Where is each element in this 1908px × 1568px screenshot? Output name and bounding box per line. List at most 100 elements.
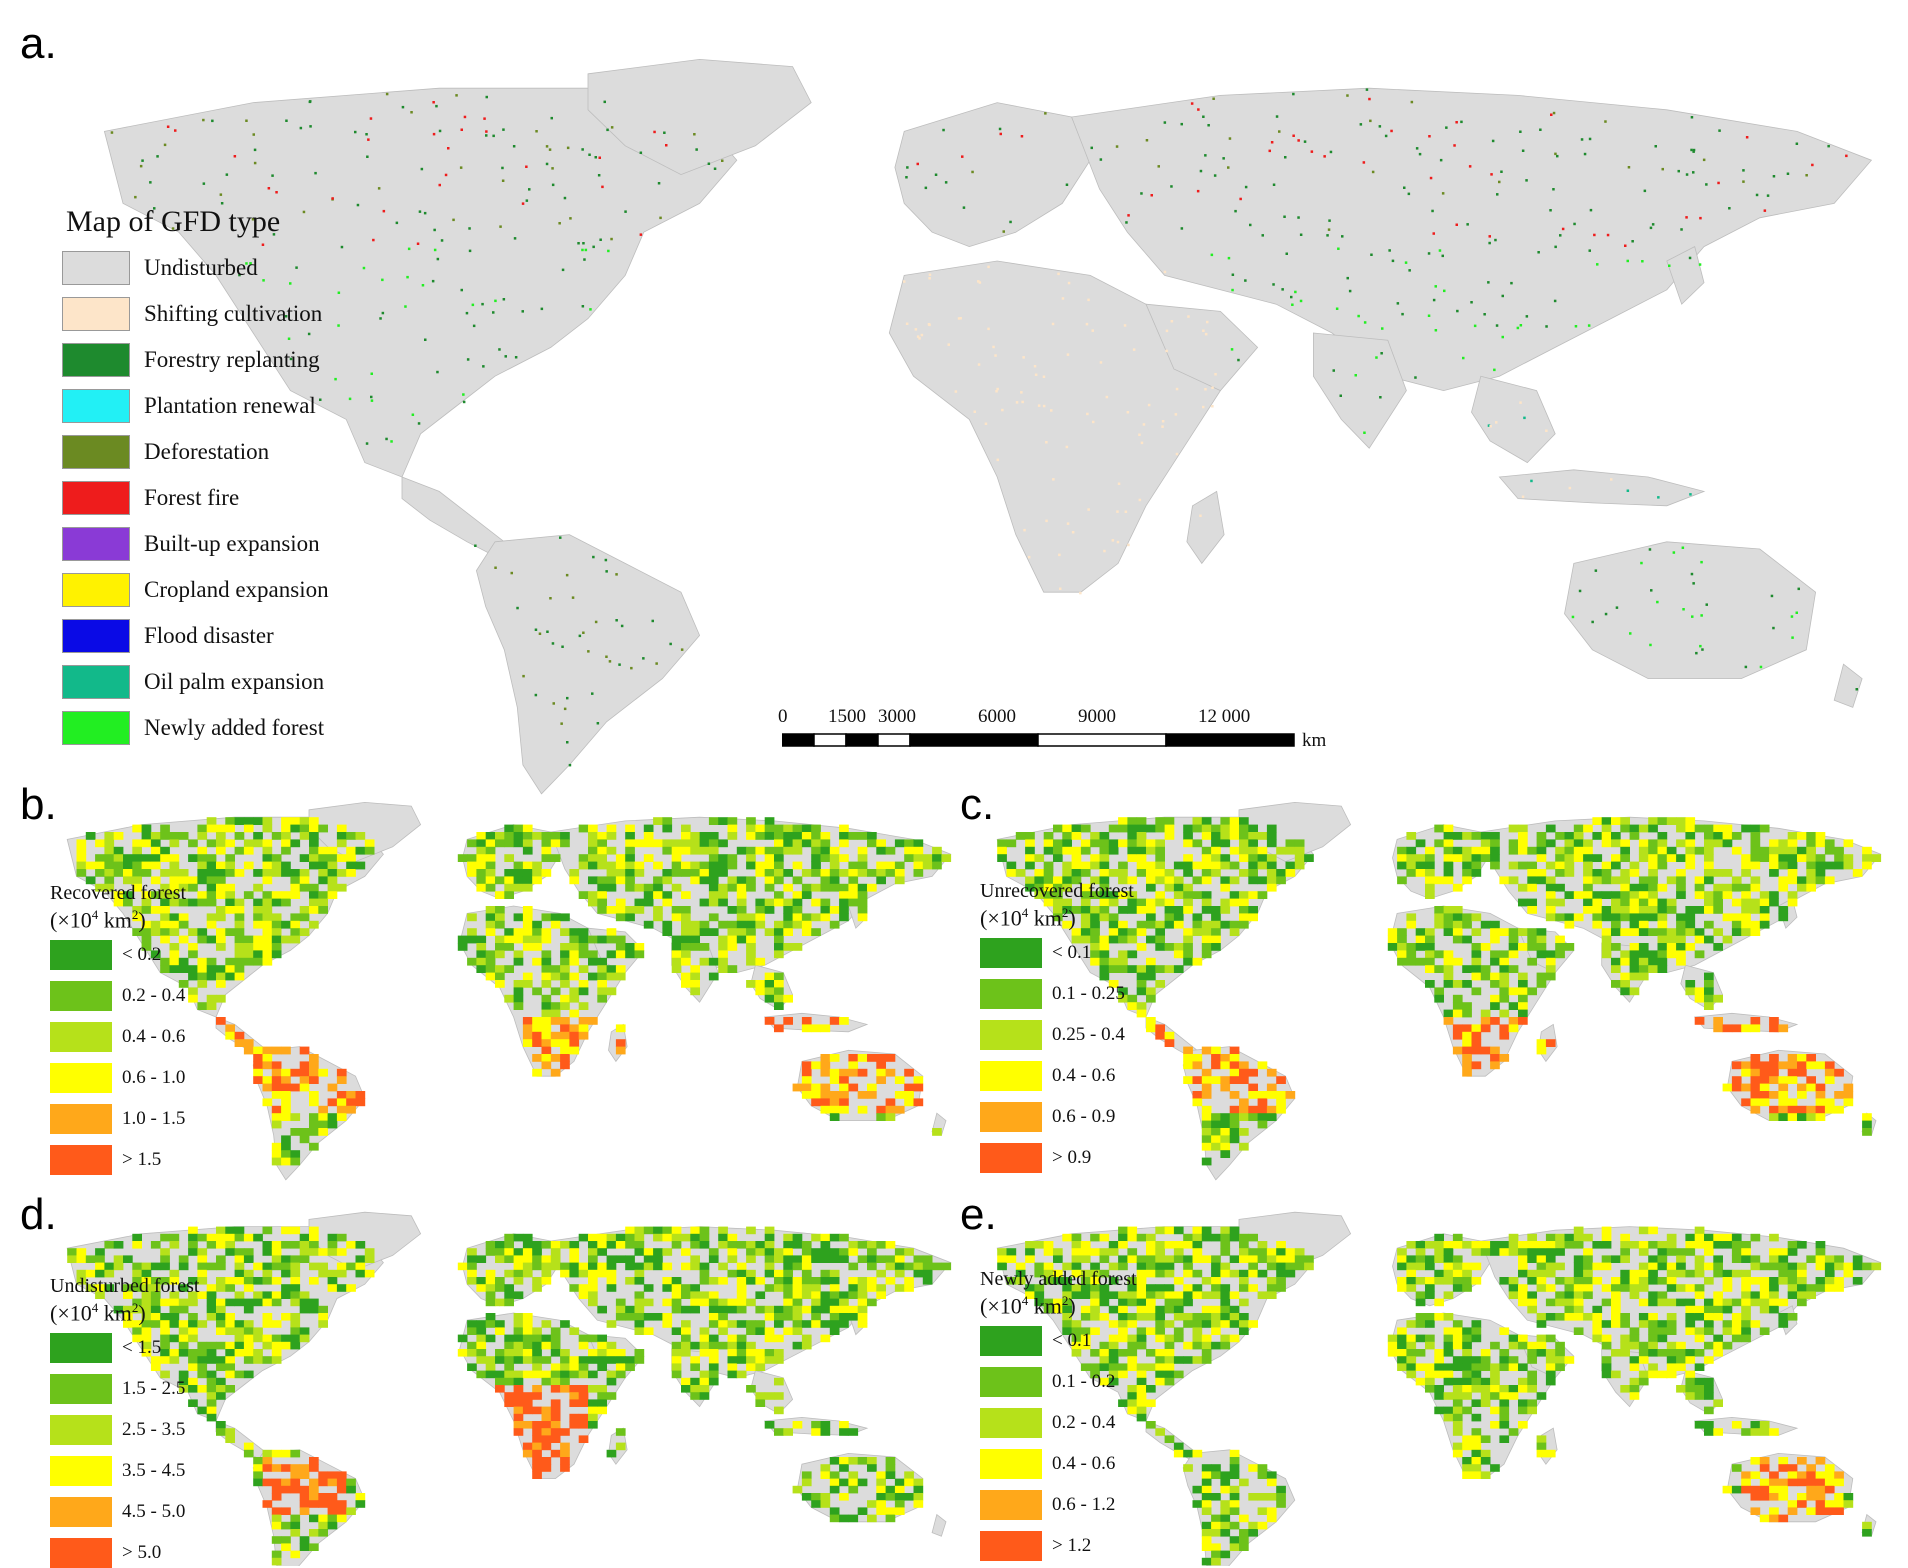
disturbance-pixel: [1766, 194, 1770, 197]
disturbance-pixel: [1150, 194, 1153, 197]
grid-cell: [309, 1298, 319, 1307]
grid-cell: [1769, 1478, 1779, 1487]
grid-cell: [1118, 906, 1128, 914]
grid-cell: [271, 869, 282, 877]
grid-cell: [336, 1269, 347, 1278]
grid-cell: [206, 957, 217, 966]
grid-cell: [336, 1098, 347, 1107]
grid-cell: [1583, 1255, 1593, 1263]
grid-cell: [885, 1255, 896, 1263]
disturbance-pixel: [605, 570, 608, 573]
grid-cell: [736, 1291, 747, 1299]
disturbance-pixel: [566, 146, 570, 150]
grid-cell: [1750, 1017, 1761, 1025]
grid-cell: [1573, 1277, 1584, 1285]
disturbance-pixel: [459, 166, 463, 169]
grid-cell: [1164, 1255, 1175, 1263]
grid-cell: [1034, 1262, 1045, 1271]
grid-cell: [1527, 906, 1537, 914]
grid-cell: [774, 876, 784, 885]
grid-cell: [1173, 1226, 1184, 1235]
grid-cell: [1211, 1557, 1221, 1566]
grid-cell: [160, 1370, 170, 1379]
grid-cell: [1053, 1269, 1063, 1278]
grid-cell: [681, 906, 691, 914]
grid-cell: [606, 1449, 617, 1458]
grid-cell: [615, 1241, 626, 1249]
grid-cell: [671, 854, 682, 862]
grid-cell: [504, 832, 514, 840]
grid-cell: [495, 1255, 505, 1263]
grid-cell: [1657, 1349, 1668, 1357]
grid-cell: [1201, 1226, 1212, 1235]
disturbance-pixel: [1290, 295, 1293, 299]
grid-cell: [1266, 1248, 1277, 1256]
grid-cell: [1211, 1277, 1221, 1285]
grid-cell: [1090, 1262, 1100, 1271]
grid-cell: [829, 1091, 840, 1099]
grid-cell: [1685, 1241, 1696, 1249]
grid-cell: [653, 891, 663, 899]
grid-cell: [932, 1128, 942, 1136]
grid-cell: [188, 898, 198, 907]
grid-cell: [1080, 883, 1091, 892]
disturbance-pixel: [713, 167, 717, 170]
grid-cell: [1211, 1320, 1221, 1328]
disturbance-pixel: [1648, 548, 1652, 551]
grid-cell: [1127, 1349, 1138, 1357]
grid-cell: [150, 876, 161, 885]
grid-cell: [1666, 1284, 1677, 1292]
disturbance-pixel: [1187, 315, 1190, 318]
grid-cell: [1229, 1135, 1240, 1144]
grid-cell: [1164, 1298, 1175, 1307]
grid-cell: [1704, 1421, 1714, 1429]
grid-cell: [113, 1305, 124, 1314]
grid-cell: [1173, 1313, 1184, 1321]
grid-cell: [708, 928, 719, 936]
grid-cell: [550, 1349, 561, 1357]
grid-cell: [532, 1464, 542, 1472]
disturbance-pixel: [444, 173, 448, 177]
grid-cell: [1192, 1356, 1203, 1364]
grid-cell: [160, 928, 170, 936]
grid-cell: [1490, 950, 1500, 959]
grid-cell: [243, 861, 254, 870]
grid-cell: [1508, 1284, 1519, 1292]
grid-cell: [1183, 824, 1193, 833]
disturbance-pixel: [1695, 651, 1698, 655]
grid-cell: [1797, 876, 1807, 885]
grid-cell: [253, 1068, 263, 1077]
grid-cell: [1248, 1248, 1258, 1256]
grid-cell: [216, 1226, 226, 1235]
grid-cell: [262, 1248, 273, 1256]
grid-cell: [76, 1255, 87, 1263]
grid-cell: [1787, 839, 1798, 848]
grid-cell: [1462, 876, 1472, 885]
grid-cell: [1211, 1514, 1221, 1523]
disturbance-pixel: [460, 288, 463, 292]
disturbance-pixel: [1297, 216, 1300, 219]
grid-cell: [1462, 920, 1472, 929]
grid-cell: [1490, 980, 1500, 988]
grid-cell: [243, 1269, 254, 1278]
grid-cell: [1527, 1269, 1537, 1278]
grid-cell: [1666, 854, 1677, 862]
grid-cell: [1211, 1305, 1221, 1314]
grid-cell: [1480, 1017, 1491, 1025]
disturbance-pixel: [1700, 614, 1703, 617]
grid-cell: [178, 920, 189, 929]
grid-cell: [309, 1233, 319, 1242]
disturbance-pixel: [245, 119, 248, 122]
grid-cell: [1480, 1024, 1491, 1033]
grid-cell: [1620, 906, 1630, 914]
grid-cell: [1741, 1024, 1751, 1033]
grid-cell: [476, 1255, 487, 1263]
grid-cell: [281, 1485, 291, 1494]
grid-cell: [206, 994, 217, 1003]
grid-cell: [1220, 832, 1231, 840]
grid-cell: [327, 1500, 338, 1508]
grid-cell: [1183, 1313, 1193, 1321]
land-southamerica: [475, 534, 701, 795]
grid-cell: [1499, 972, 1510, 981]
grid-cell: [243, 1046, 254, 1055]
